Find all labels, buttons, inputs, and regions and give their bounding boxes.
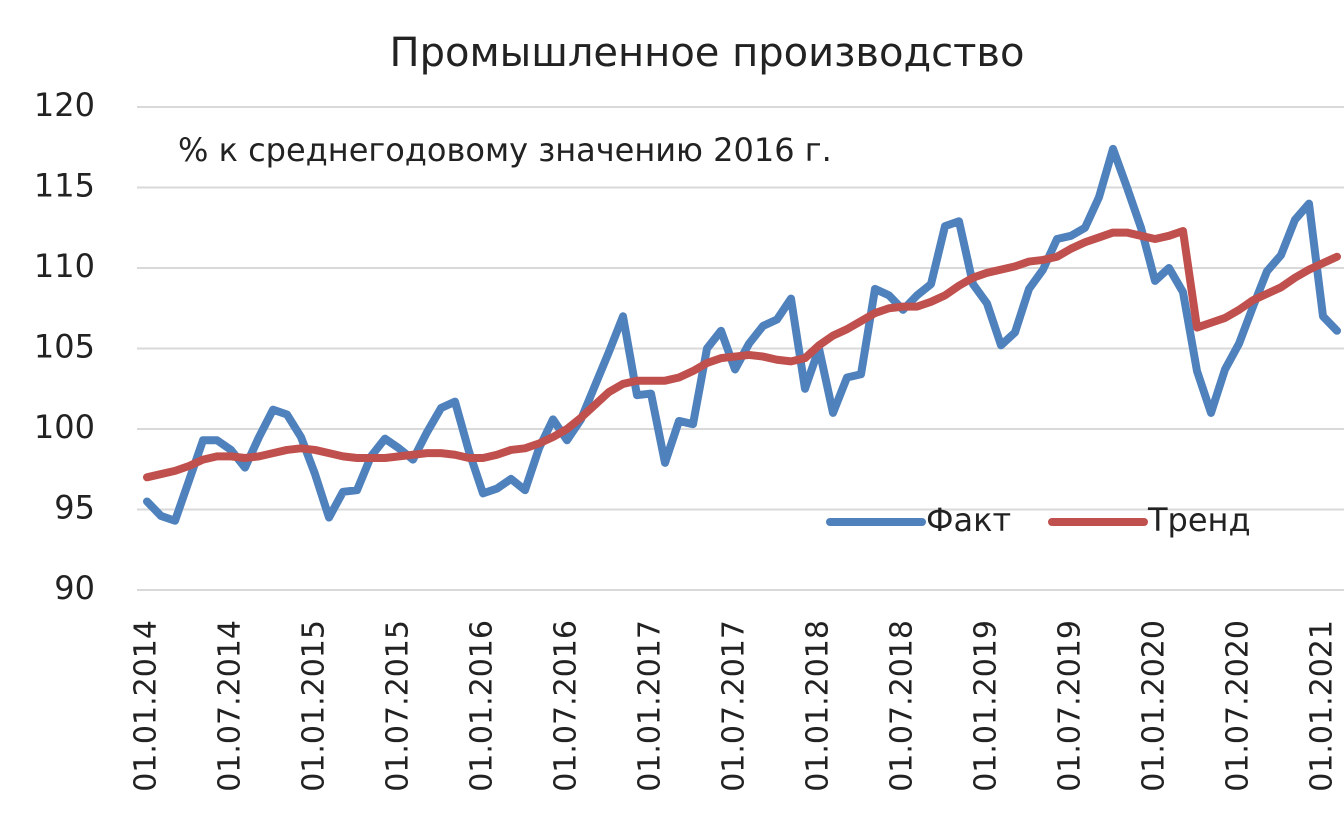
- x-tick-label: 01.07.2014: [213, 620, 248, 792]
- x-tick-label: 01.07.2019: [1053, 620, 1088, 792]
- chart-title: Промышленное производство: [390, 30, 1025, 76]
- series-line: [143, 226, 1341, 482]
- x-tick-label: 01.01.2014: [129, 620, 164, 792]
- x-tick-label: 01.07.2020: [1221, 620, 1256, 792]
- x-tick-label: 01.01.2018: [801, 620, 836, 792]
- legend-label: Факт: [926, 501, 1011, 539]
- x-tick-label: 01.01.2021: [1305, 620, 1340, 792]
- y-tick-label: 110: [34, 247, 95, 285]
- y-tick-label: 90: [54, 569, 95, 607]
- x-tick-label: 01.01.2017: [633, 620, 668, 792]
- subtitle: % к среднегодовому значению 2016 г.: [178, 131, 832, 169]
- x-tick-label: 01.07.2018: [885, 620, 920, 792]
- y-tick-label: 115: [34, 167, 95, 205]
- y-tick-label: 105: [34, 328, 95, 366]
- y-tick-label: 120: [34, 86, 95, 124]
- x-tick-label: 01.01.2020: [1137, 620, 1172, 792]
- series-line: [143, 144, 1341, 525]
- x-tick-label: 01.01.2019: [969, 620, 1004, 792]
- x-tick-label: 01.07.2017: [717, 620, 752, 792]
- x-tick-label: 01.01.2016: [465, 620, 500, 792]
- y-tick-label: 100: [34, 408, 95, 446]
- legend-label: Тренд: [1147, 501, 1251, 539]
- y-tick-label: 95: [54, 489, 95, 527]
- x-tick-label: 01.07.2016: [549, 620, 584, 792]
- x-tick-label: 01.07.2015: [381, 620, 416, 792]
- x-tick-label: 01.01.2015: [297, 620, 332, 792]
